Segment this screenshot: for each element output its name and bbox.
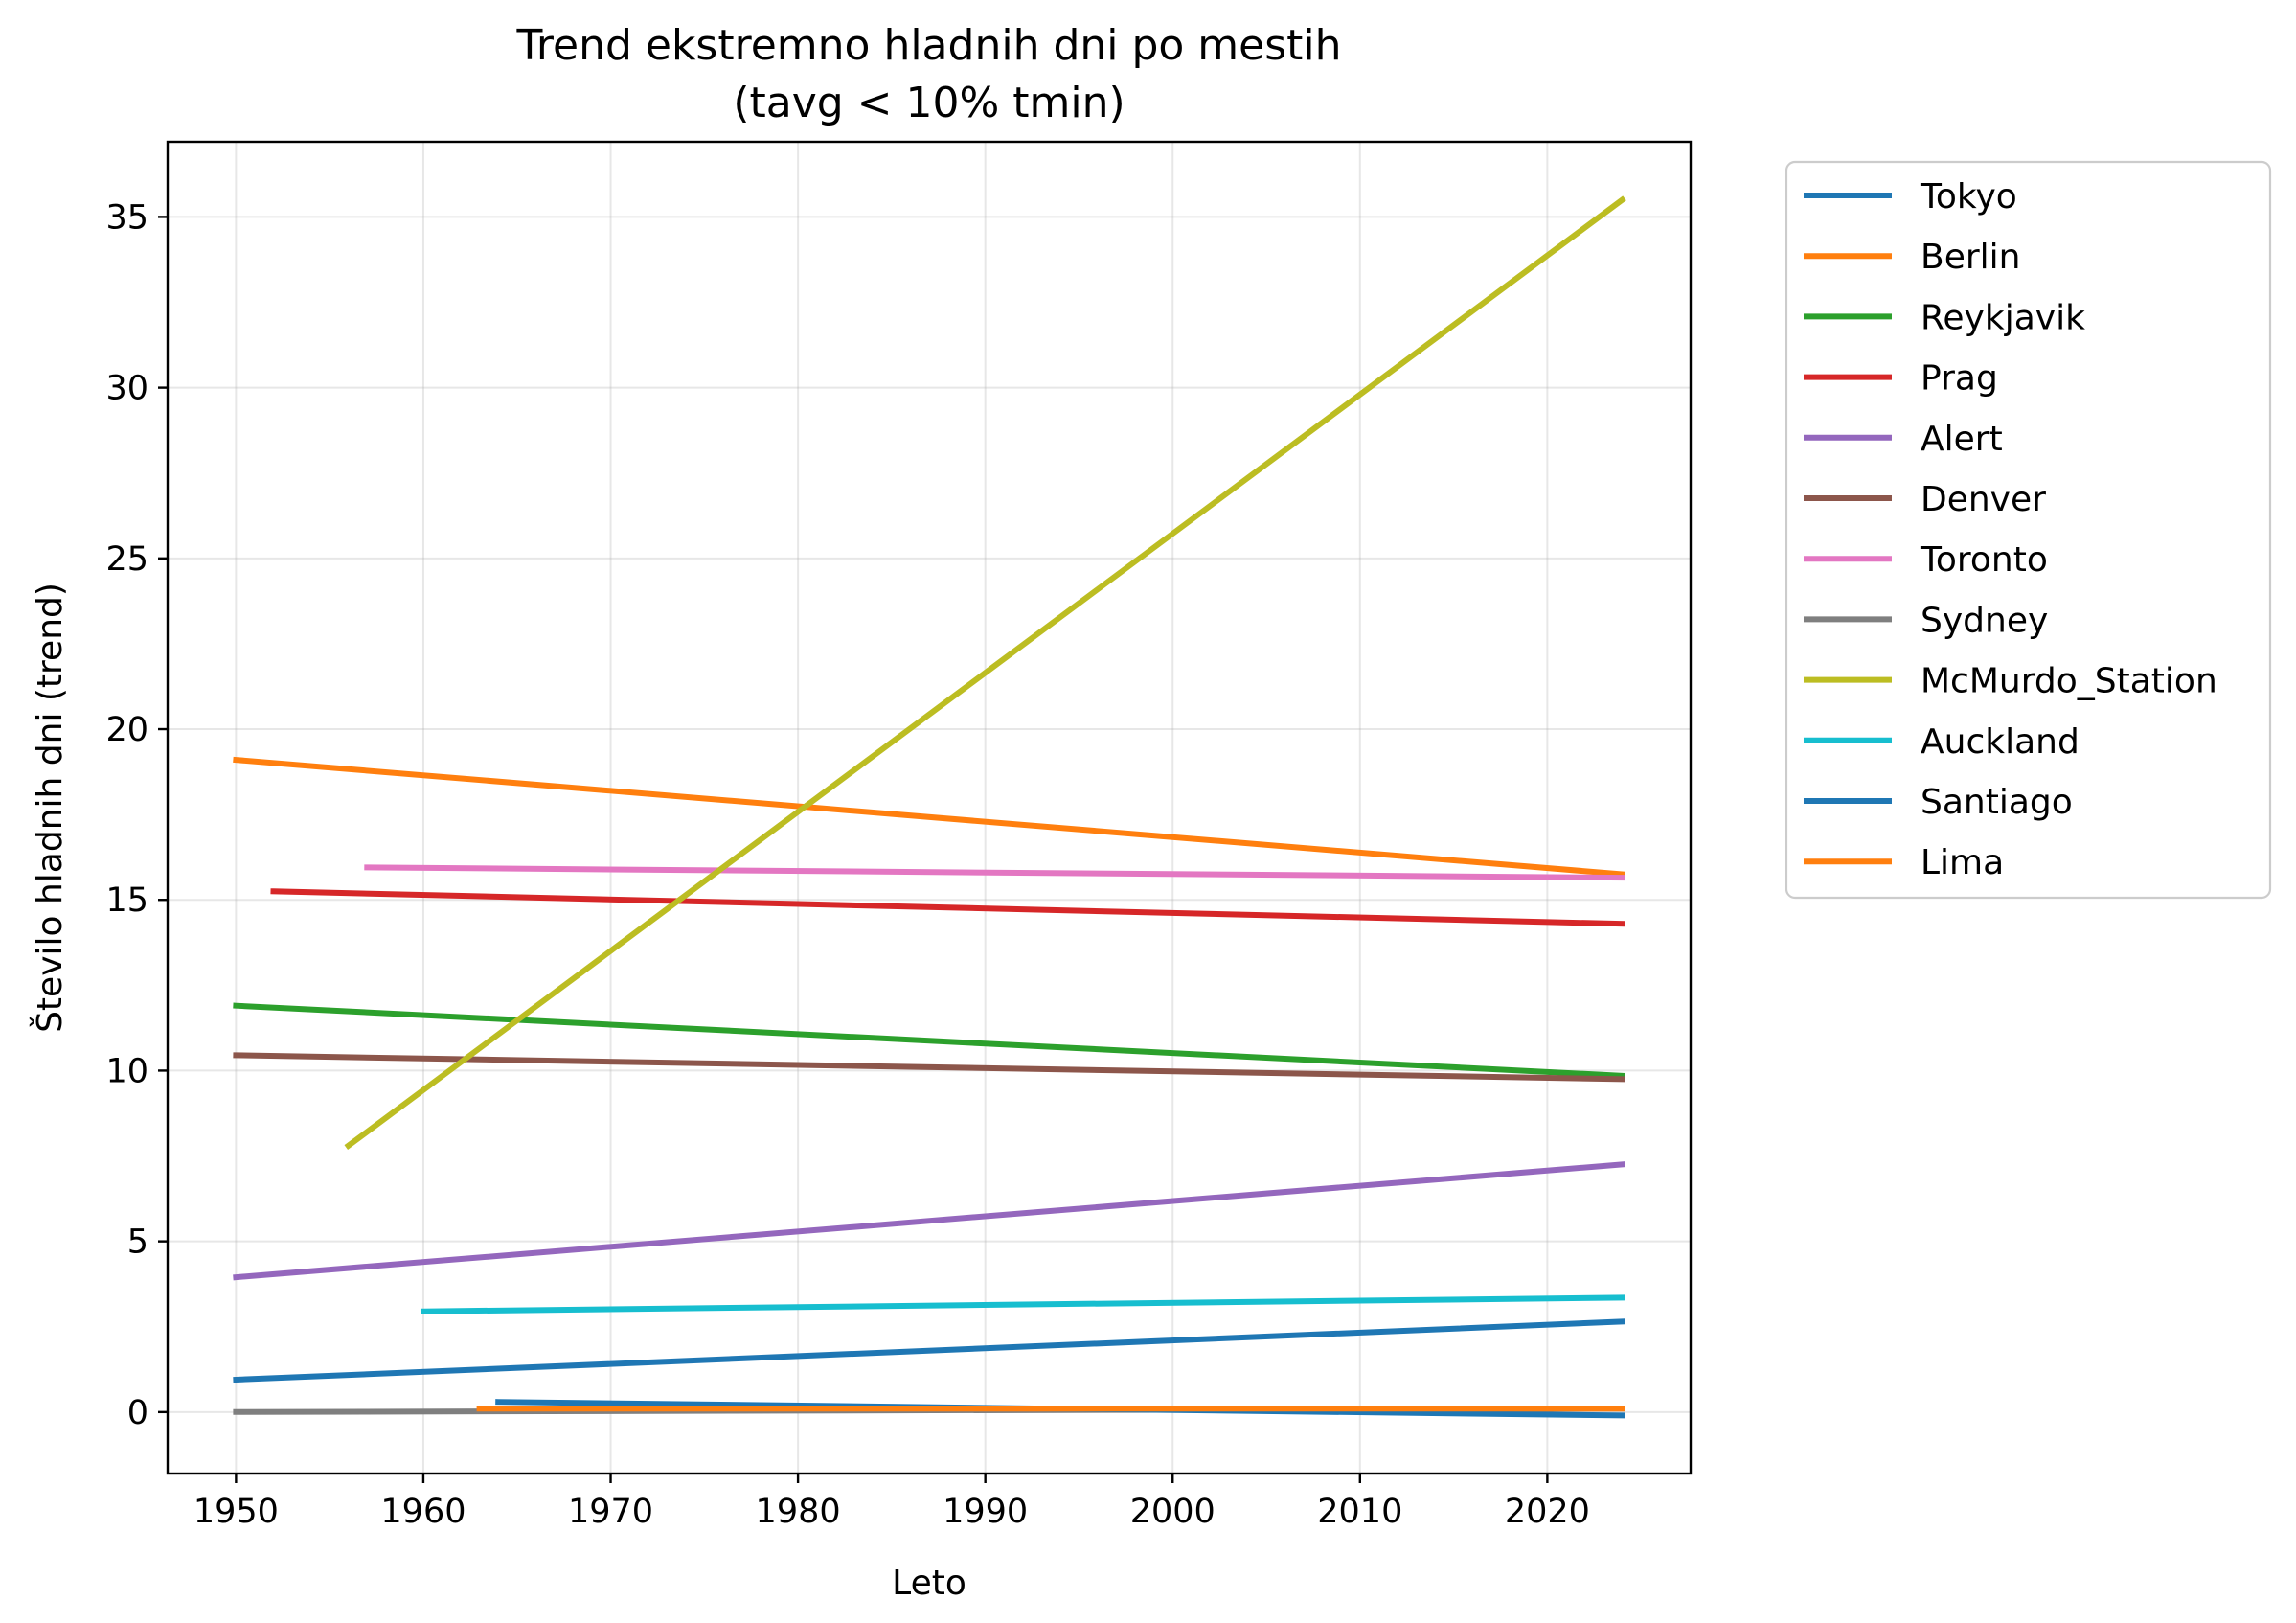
series-line-auckland	[420, 1294, 1625, 1314]
y-axis-label: Število hladnih dni (trend)	[30, 583, 70, 1033]
legend-label-tokyo: Tokyo	[1920, 177, 2017, 217]
series-line-mcmurdo-station	[344, 195, 1626, 1150]
series-lines	[233, 195, 1626, 1419]
series-line-toronto	[364, 864, 1625, 881]
legend-label-alert: Alert	[1921, 420, 2003, 459]
legend-label-prag: Prag	[1921, 359, 1998, 399]
x-axis-ticks: 1950 1960 1970 1980 1990 2000 2010 2020	[193, 1474, 1590, 1531]
y-tick-label: 20	[105, 711, 148, 749]
y-tick-label: 35	[105, 198, 148, 237]
series-line-berlin	[233, 756, 1625, 878]
y-tick-label: 0	[127, 1394, 148, 1432]
legend: Tokyo Berlin Reykjavik Prag Alert Denver Toron…	[1785, 160, 2272, 900]
y-tick-label: 10	[105, 1052, 148, 1090]
y-tick-label: 5	[127, 1223, 148, 1262]
x-tick-label: 1990	[943, 1493, 1028, 1531]
legend-box	[1785, 160, 2272, 900]
chart-title-line2: (tavg < 10% tmin)	[733, 79, 1125, 127]
plot-area-frame	[166, 140, 1693, 1475]
series-line-alert	[233, 1161, 1625, 1281]
legend-label-sydney: Sydney	[1921, 601, 2048, 640]
legend-label-santiago: Santiago	[1921, 783, 2073, 822]
x-axis-label: Leto	[892, 1564, 966, 1603]
y-tick-label: 15	[105, 881, 148, 920]
y-axis-ticks: 0 5 10 15 20 25 30 35	[105, 198, 168, 1432]
legend-label-lima: Lima	[1921, 843, 2004, 882]
x-tick-label: 2020	[1505, 1493, 1590, 1531]
x-tick-label: 1980	[756, 1493, 841, 1531]
chart-title-line1: Trend ekstremno hladnih dni po mestih	[515, 21, 1341, 70]
series-line-reykjavik	[233, 1002, 1625, 1079]
legend-label-reykjavik: Reykjavik	[1921, 298, 2085, 337]
series-line-tokyo	[233, 1318, 1625, 1383]
series-line-prag	[270, 888, 1625, 927]
legend-label-auckland: Auckland	[1921, 722, 2080, 762]
x-tick-label: 2000	[1130, 1493, 1216, 1531]
y-tick-label: 30	[105, 370, 148, 408]
x-tick-label: 2010	[1317, 1493, 1402, 1531]
x-tick-label: 1960	[380, 1493, 466, 1531]
legend-label-mcmurdo-station: McMurdo_Station	[1921, 662, 2217, 701]
legend-label-toronto: Toronto	[1920, 540, 2048, 580]
x-tick-label: 1950	[193, 1493, 279, 1531]
x-tick-label: 1970	[568, 1493, 653, 1531]
legend-entries: Tokyo Berlin Reykjavik Prag Alert Denver Toron…	[1804, 177, 2217, 882]
y-tick-label: 25	[105, 540, 148, 579]
legend-label-denver: Denver	[1921, 480, 2046, 519]
legend-label-berlin: Berlin	[1921, 238, 2020, 277]
